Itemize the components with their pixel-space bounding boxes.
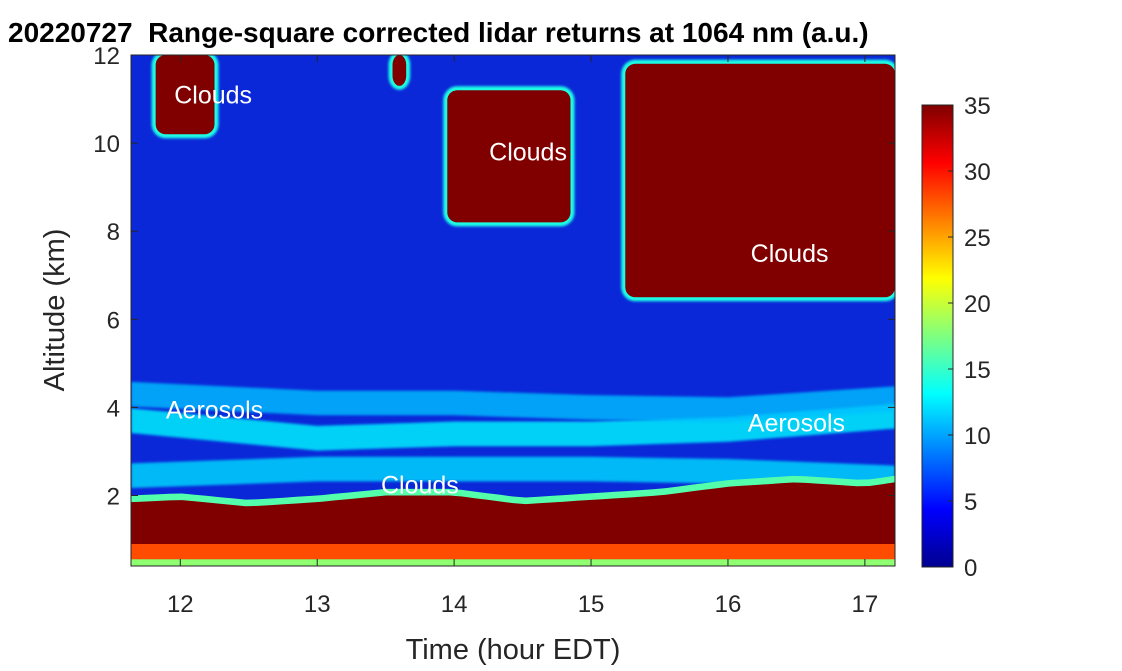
x-tick-label: 17 bbox=[852, 591, 879, 618]
x-axis: 12 13 14 15 16 17 bbox=[167, 55, 878, 618]
cloud-region bbox=[392, 55, 407, 86]
y-tick-label: 4 bbox=[107, 395, 120, 422]
y-tick-label: 8 bbox=[107, 219, 120, 246]
colorbar-tick-label: 5 bbox=[964, 489, 977, 516]
x-tick-label: 15 bbox=[578, 591, 605, 618]
colorbar-tick-label: 30 bbox=[964, 159, 991, 186]
x-tick-label: 14 bbox=[441, 591, 468, 618]
plot-frame bbox=[130, 54, 896, 567]
boundary-layer-core bbox=[131, 482, 895, 544]
annotation-label: Clouds bbox=[381, 471, 459, 499]
boundary-layer-base bbox=[131, 544, 895, 560]
y-tick-label: 6 bbox=[107, 307, 120, 334]
y-axis-label: Altitude (km) bbox=[39, 229, 71, 392]
boundary-layer-surface bbox=[131, 559, 895, 566]
aerosol-layer bbox=[131, 381, 895, 422]
annotation-label: Aerosols bbox=[166, 396, 263, 424]
y-tick-label: 10 bbox=[93, 131, 120, 158]
plot-area bbox=[131, 55, 895, 566]
y-axis: 2 4 6 8 10 12 bbox=[93, 43, 895, 511]
aerosol-layer bbox=[131, 403, 895, 451]
chart-title: 20220727 Range-square corrected lidar re… bbox=[8, 17, 869, 48]
colorbar-tick-label: 25 bbox=[964, 225, 991, 252]
x-tick-label: 16 bbox=[715, 591, 742, 618]
colorbar: 0 5 10 15 20 25 30 35 bbox=[921, 93, 991, 582]
y-tick-label: 12 bbox=[93, 43, 120, 70]
x-tick-label: 12 bbox=[167, 591, 194, 618]
y-tick-label: 2 bbox=[107, 484, 120, 511]
cloud-region bbox=[155, 55, 215, 135]
heatmap-layers bbox=[131, 55, 895, 566]
colorbar-tick-label: 35 bbox=[964, 93, 991, 120]
cloud-region bbox=[447, 90, 571, 223]
colorbar-tick-label: 10 bbox=[964, 423, 991, 450]
colorbar-gradient bbox=[921, 104, 954, 568]
colorbar-tick-label: 20 bbox=[964, 291, 991, 318]
x-axis-label: Time (hour EDT) bbox=[406, 634, 621, 666]
annotation-label: Clouds bbox=[751, 240, 829, 268]
annotation-label: Aerosols bbox=[748, 410, 845, 438]
annotations: Clouds Clouds Clouds Aerosols Aerosols Clouds bbox=[166, 81, 845, 499]
x-tick-label: 13 bbox=[304, 591, 331, 618]
annotation-label: Clouds bbox=[174, 81, 252, 109]
colorbar-tick-label: 0 bbox=[964, 555, 977, 582]
colorbar-tick-label: 15 bbox=[964, 357, 991, 384]
annotation-label: Clouds bbox=[489, 139, 567, 167]
cloud-region bbox=[625, 63, 895, 298]
aerosol-layer bbox=[131, 456, 895, 491]
